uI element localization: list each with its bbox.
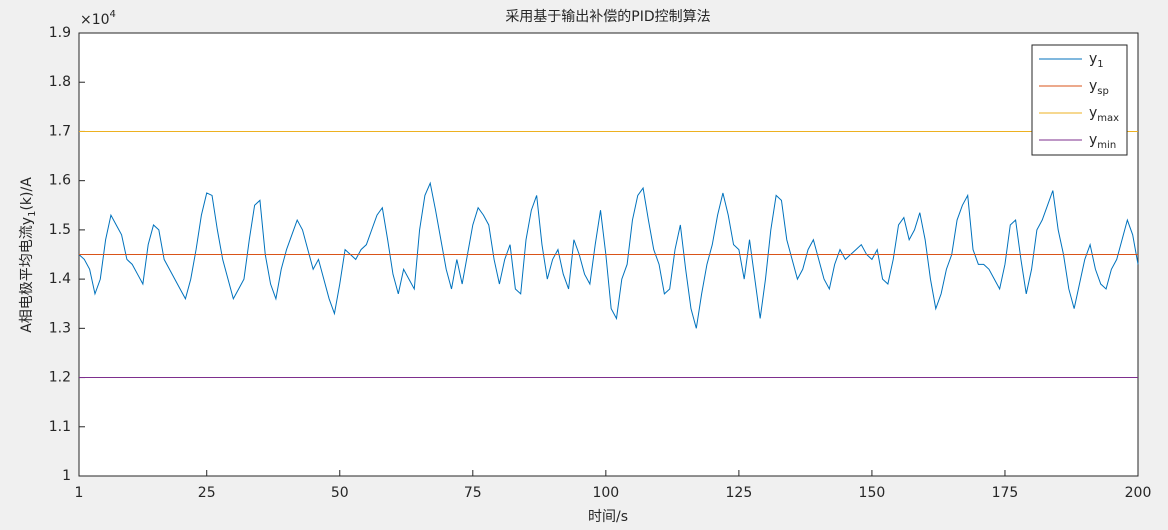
x-tick-label: 75 — [464, 485, 482, 501]
x-tick-label: 25 — [198, 485, 216, 501]
legend-label: ymin — [1089, 132, 1116, 151]
y-tick-label: 1.8 — [49, 74, 71, 90]
y-tick-label: 1.4 — [49, 271, 71, 287]
legend-label: ymax — [1089, 105, 1119, 124]
legend-label-sub: min — [1097, 140, 1116, 151]
x-tick-label: 200 — [1125, 485, 1152, 501]
y-tick-label: 1.6 — [49, 173, 71, 189]
x-tick-label: 175 — [992, 485, 1019, 501]
x-tick-label: 100 — [592, 485, 619, 501]
legend-label-sub: sp — [1097, 86, 1109, 97]
y-tick-label: 1 — [62, 468, 71, 484]
legend-label: ysp — [1089, 78, 1109, 97]
legend-box — [1031, 44, 1128, 156]
legend-label-sub: 1 — [1097, 59, 1103, 70]
y-multiplier-base: ×10 — [80, 12, 110, 28]
x-axis-label: 时间/s — [588, 509, 628, 525]
y-axis-label: A相电极平均电流y1(k)/A — [19, 177, 38, 333]
x-tick-label: 50 — [331, 485, 349, 501]
y-multiplier: ×104 — [80, 9, 116, 28]
y-tick-label: 1.7 — [49, 123, 71, 139]
x-tick-label: 1 — [75, 485, 84, 501]
y-axis-label-part: A相电极平均电流y — [19, 217, 35, 333]
y-tick-label: 1.5 — [49, 222, 71, 238]
y-axis-label-part: (k)/A — [19, 177, 35, 211]
legend-label: y1 — [1089, 51, 1104, 70]
y-tick-label: 1.3 — [49, 320, 71, 336]
y-tick-label: 1.9 — [49, 25, 71, 41]
legend-label-base: y — [1089, 132, 1097, 148]
legend-label-base: y — [1089, 51, 1097, 67]
legend-label-base: y — [1089, 78, 1097, 94]
chart-title: 采用基于输出补偿的PID控制算法 — [505, 8, 710, 25]
legend-label-base: y — [1089, 105, 1097, 121]
legend-label-sub: max — [1097, 113, 1119, 124]
y-multiplier-exponent: 4 — [110, 9, 116, 20]
y-tick-label: 1.1 — [49, 419, 71, 435]
y-axis-label-sub: 1 — [27, 211, 38, 217]
x-tick-label: 125 — [726, 485, 753, 501]
x-tick-label: 150 — [859, 485, 886, 501]
y-tick-label: 1.2 — [49, 370, 71, 386]
series-line — [78, 181, 1139, 329]
